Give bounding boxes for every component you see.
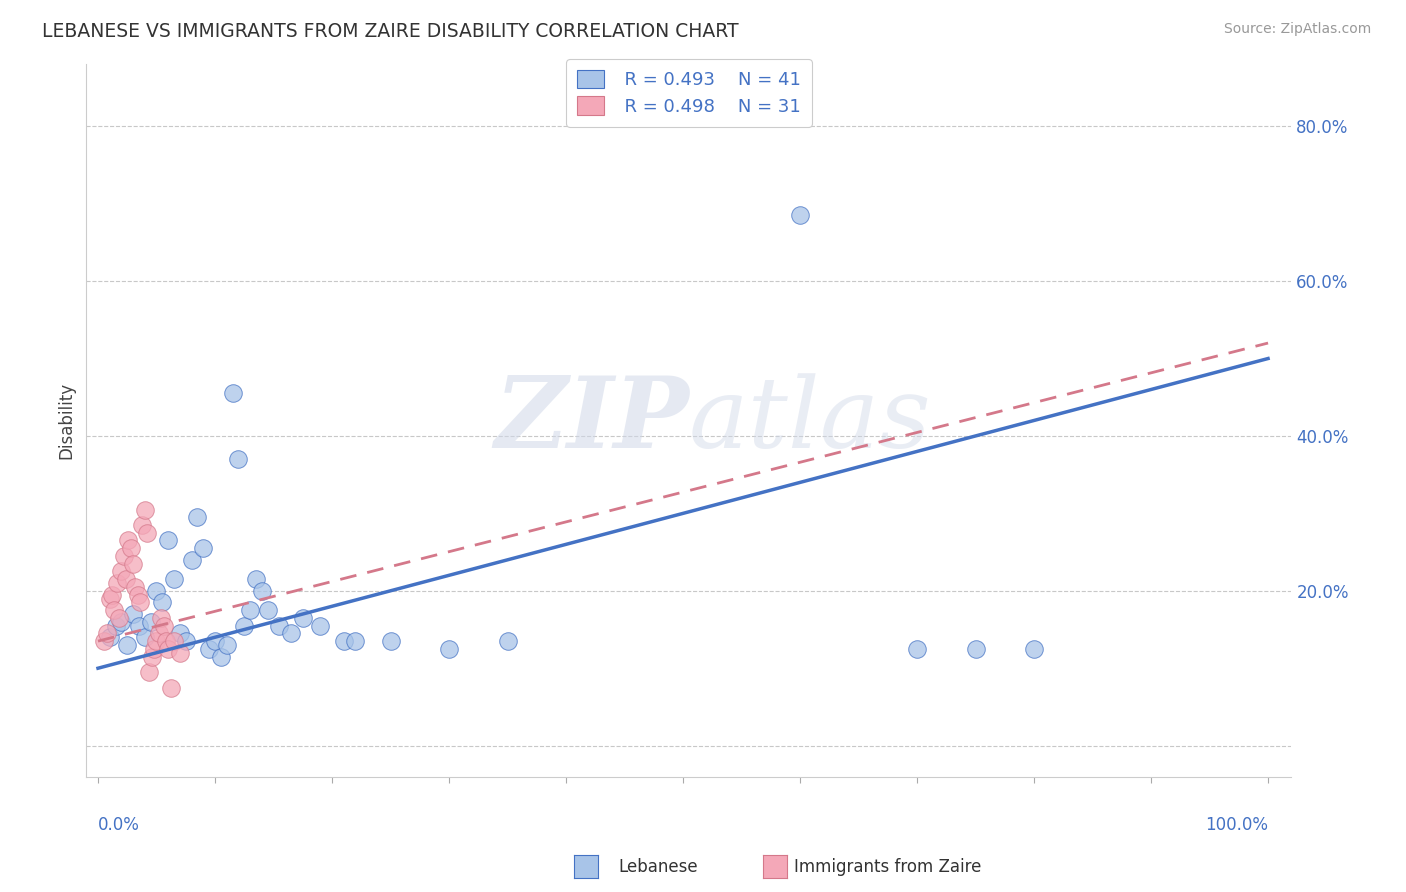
Point: [905, 641, 928, 656]
Point: [496, 634, 519, 648]
Point: [180, 553, 202, 567]
Point: [115, 572, 138, 586]
Point: [193, 541, 215, 556]
Point: [245, 572, 267, 586]
Point: [141, 649, 163, 664]
Point: [344, 634, 367, 648]
Point: [138, 665, 160, 679]
Text: ZIP: ZIP: [494, 372, 689, 468]
Point: [131, 518, 153, 533]
Point: [169, 646, 191, 660]
Point: [155, 634, 177, 648]
Point: [965, 641, 987, 656]
Point: [157, 641, 180, 656]
Point: [96, 626, 118, 640]
Point: [437, 641, 460, 656]
Point: [157, 533, 180, 548]
Point: [169, 626, 191, 640]
Point: [239, 603, 262, 617]
Point: [134, 502, 156, 516]
Point: [221, 386, 243, 401]
Point: [129, 595, 152, 609]
Point: [250, 583, 273, 598]
Point: [98, 591, 121, 606]
Point: [108, 611, 131, 625]
Point: [309, 618, 332, 632]
Text: 0.0%: 0.0%: [98, 816, 139, 834]
Point: [233, 618, 256, 632]
Point: [174, 634, 197, 648]
Point: [139, 615, 162, 629]
Point: [280, 626, 302, 640]
Point: [332, 634, 354, 648]
Text: Source: ZipAtlas.com: Source: ZipAtlas.com: [1223, 22, 1371, 37]
Point: [186, 510, 208, 524]
Point: [159, 681, 181, 695]
Point: [110, 615, 132, 629]
Point: [110, 565, 132, 579]
Point: [105, 576, 128, 591]
Point: [269, 618, 291, 632]
Point: [380, 634, 402, 648]
Point: [112, 549, 135, 563]
Point: [117, 533, 139, 548]
Legend:   R = 0.493    N = 41,   R = 0.498    N = 31: R = 0.493 N = 41, R = 0.498 N = 31: [567, 59, 811, 127]
Point: [117, 638, 139, 652]
Point: [143, 641, 166, 656]
Point: [134, 630, 156, 644]
Point: [122, 557, 145, 571]
Text: LEBANESE VS IMMIGRANTS FROM ZAIRE DISABILITY CORRELATION CHART: LEBANESE VS IMMIGRANTS FROM ZAIRE DISABI…: [42, 22, 738, 41]
Point: [163, 572, 186, 586]
Point: [148, 626, 170, 640]
Point: [136, 525, 159, 540]
Point: [209, 649, 232, 664]
Point: [127, 588, 149, 602]
Text: atlas: atlas: [689, 373, 932, 468]
Text: Immigrants from Zaire: Immigrants from Zaire: [794, 858, 981, 876]
Text: Lebanese: Lebanese: [619, 858, 699, 876]
Point: [1022, 641, 1045, 656]
Point: [145, 583, 167, 598]
Point: [204, 634, 226, 648]
Point: [150, 595, 173, 609]
Point: [122, 607, 145, 621]
Point: [215, 638, 238, 652]
Point: [103, 603, 125, 617]
Point: [101, 588, 124, 602]
Point: [152, 618, 174, 632]
Point: [145, 634, 167, 648]
Point: [124, 580, 146, 594]
Point: [150, 611, 173, 625]
Point: [98, 630, 121, 644]
Point: [291, 611, 314, 625]
Point: [198, 641, 221, 656]
Point: [93, 634, 115, 648]
Point: [163, 634, 186, 648]
Point: [228, 452, 250, 467]
Point: [104, 618, 127, 632]
Y-axis label: Disability: Disability: [58, 382, 75, 459]
Point: [120, 541, 142, 556]
Point: [128, 618, 150, 632]
Point: [256, 603, 278, 617]
Text: 100.0%: 100.0%: [1205, 816, 1268, 834]
Point: [789, 208, 811, 222]
